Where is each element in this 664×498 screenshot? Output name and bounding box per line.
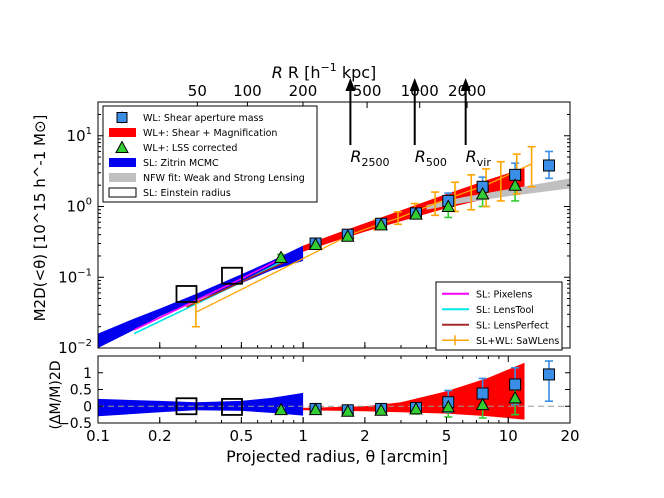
svg-text:M2D(<θ) [10^15 h^-1 M⊙]: M2D(<θ) [10^15 h^-1 M⊙] — [31, 115, 49, 322]
x-axis-label: Projected radius, θ [arcmin] — [226, 447, 448, 466]
residual-bands — [98, 362, 525, 420]
legend-band — [109, 128, 136, 137]
point-lss-corrected — [508, 178, 522, 191]
point-lss-corrected — [441, 199, 456, 213]
svg-text:(ΔM/M)2D: (ΔM/M)2D — [48, 360, 64, 429]
legend-open-square — [108, 187, 137, 198]
residual-point-lss-corrected — [340, 404, 355, 417]
y-tick-label: 101 — [67, 126, 92, 145]
legend-marker-square — [116, 112, 128, 123]
top-tick-label: 50 — [188, 82, 207, 100]
point-lss-corrected — [374, 217, 388, 231]
legend-upper-box — [102, 105, 318, 203]
x-tick-label: 1 — [298, 427, 308, 445]
residual-y-axis-label: (ΔM/M)2D — [48, 360, 64, 429]
residual-point-lss-corrected — [409, 401, 423, 415]
residual-band-wl-shear-magnification — [303, 362, 525, 420]
arrow-head — [345, 78, 356, 91]
residual-y-tick-label: −0.5 — [58, 416, 92, 432]
y-tick-label: 100 — [67, 197, 92, 216]
residual-band-sl-zitrin-mcmc — [98, 392, 304, 417]
residual-markers — [175, 368, 556, 417]
point-lss-corrected — [340, 229, 355, 242]
legend-label: SL: LensTool — [476, 305, 534, 316]
x-tick-label: 10 — [499, 427, 518, 445]
main-markers — [175, 159, 556, 303]
top-tick-label: 200 — [289, 82, 318, 100]
legend-label: SL: LensPerfect — [476, 320, 549, 331]
legend-label: SL+WL: SaWLens — [476, 336, 559, 347]
residual-point-lss-corrected — [374, 403, 388, 416]
main-panel-frame — [97, 101, 571, 349]
residual-point-shear-aperture — [543, 368, 556, 381]
x-tick-label: 0.1 — [86, 427, 110, 445]
arrow-label-r2500: R2500 — [350, 147, 389, 169]
legend-label: NFW fit: Weak and Strong Lensing — [143, 173, 305, 184]
residual-y-tick-label: 0 — [83, 399, 92, 415]
legend-label: WL+: LSS corrected — [143, 143, 237, 154]
point-einstein-radius — [221, 266, 243, 285]
legend-label: SL: Pixelens — [476, 289, 532, 300]
residual-point-lss-corrected — [441, 399, 456, 413]
legend-label: WL+: Shear + Magnification — [143, 128, 277, 139]
point-shear-aperture — [543, 159, 556, 172]
y-axis-label: M2D(<θ) [10^15 h^-1 M⊙] — [31, 115, 49, 322]
point-lss-corrected — [274, 250, 288, 264]
legend-label: SL: Einstein radius — [143, 188, 231, 199]
residual-point-shear-aperture — [476, 387, 489, 400]
band-sl-zitrin-mcmc — [98, 245, 304, 348]
residual-point-lss-corrected — [308, 402, 323, 416]
arrow-label-rvir: Rvir — [466, 147, 492, 169]
legend-label: WL: Shear aperture mass — [143, 113, 263, 124]
line-sl-lensperfect — [186, 262, 284, 308]
arrow-head — [409, 78, 420, 91]
residual-point-shear-aperture — [509, 378, 522, 391]
residual-point-einstein-radius — [175, 397, 198, 416]
residual-point-einstein-radius — [221, 398, 243, 416]
x-tick-label: 0.2 — [148, 427, 172, 445]
residual-point-lss-corrected — [508, 390, 522, 404]
x-tick-label: 5 — [442, 427, 452, 445]
top-tick-label: 500 — [353, 82, 382, 100]
legend-marker-triangle — [115, 140, 129, 153]
residual-point-lss-corrected — [475, 397, 490, 411]
x-tick-label: 2 — [360, 427, 370, 445]
y-tick-label: 10−1 — [58, 267, 92, 286]
top-tick-label: 100 — [233, 82, 262, 100]
legend-lower: SL: Pixelens SL: LensTool SL: LensPerfect S… — [435, 281, 563, 351]
legend-label: SL: Zitrin MCMC — [143, 158, 219, 169]
residual-point-lss-corrected — [274, 402, 288, 416]
x-tick-label: 0.5 — [229, 427, 253, 445]
point-lss-corrected — [308, 237, 323, 251]
top-axis-label: R R [h−1 kpc] — [272, 61, 377, 82]
residual-y-tick-label: 0.5 — [70, 383, 92, 399]
legend-band — [109, 158, 136, 167]
residual-y-tick-label: 1 — [83, 366, 92, 382]
y-tick-label: 10−2 — [58, 338, 92, 357]
x-tick-label: 20 — [560, 427, 579, 445]
point-einstein-radius — [175, 285, 198, 303]
legend-band — [109, 173, 136, 182]
legend-upper: WL: Shear aperture mass WL+: Shear + Magn… — [102, 105, 318, 203]
radius-arrows: R2500 R500 Rvir — [345, 78, 491, 169]
arrow-label-r500: R500 — [415, 147, 447, 169]
point-lss-corrected — [475, 187, 490, 200]
arrow-head — [460, 78, 471, 91]
point-lss-corrected — [409, 207, 423, 220]
line-sl-pixelens — [133, 256, 284, 331]
